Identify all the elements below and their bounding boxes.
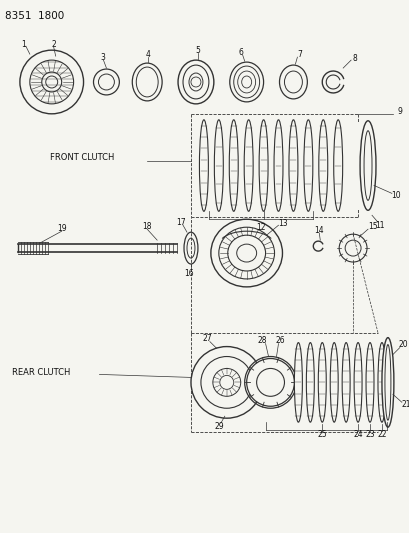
- Ellipse shape: [229, 62, 263, 102]
- Ellipse shape: [363, 131, 371, 200]
- Ellipse shape: [353, 343, 361, 422]
- Circle shape: [256, 368, 284, 397]
- Ellipse shape: [214, 120, 223, 211]
- Circle shape: [212, 368, 240, 397]
- Text: 27: 27: [202, 334, 211, 343]
- Text: REAR CLUTCH: REAR CLUTCH: [12, 368, 70, 377]
- Circle shape: [344, 240, 360, 256]
- Ellipse shape: [237, 71, 255, 93]
- Ellipse shape: [184, 232, 198, 264]
- Ellipse shape: [244, 120, 252, 211]
- Circle shape: [191, 77, 200, 87]
- Text: 12: 12: [255, 223, 265, 232]
- Ellipse shape: [288, 120, 297, 211]
- Text: 1: 1: [21, 39, 26, 49]
- Ellipse shape: [189, 73, 202, 91]
- Ellipse shape: [229, 120, 238, 211]
- Ellipse shape: [187, 238, 195, 258]
- Ellipse shape: [199, 120, 208, 211]
- Ellipse shape: [329, 343, 337, 422]
- Text: 5: 5: [195, 46, 200, 55]
- Text: 8351  1800: 8351 1800: [5, 11, 64, 21]
- Ellipse shape: [284, 71, 302, 93]
- Text: 22: 22: [376, 430, 386, 439]
- Ellipse shape: [233, 66, 259, 98]
- Circle shape: [338, 234, 366, 262]
- Ellipse shape: [342, 343, 349, 422]
- Ellipse shape: [377, 343, 385, 422]
- Text: 13: 13: [278, 219, 288, 228]
- Text: 2: 2: [51, 39, 56, 49]
- Ellipse shape: [182, 65, 208, 99]
- Ellipse shape: [365, 343, 373, 422]
- Text: 15: 15: [367, 222, 377, 231]
- Circle shape: [46, 76, 58, 88]
- Text: 29: 29: [213, 422, 223, 431]
- Text: 17: 17: [176, 218, 185, 227]
- Circle shape: [200, 357, 252, 408]
- Text: 3: 3: [100, 53, 105, 62]
- Text: 28: 28: [257, 336, 267, 345]
- Ellipse shape: [218, 227, 274, 279]
- Text: 25: 25: [317, 430, 326, 439]
- Circle shape: [191, 346, 262, 418]
- Circle shape: [98, 74, 114, 90]
- Ellipse shape: [236, 244, 256, 262]
- Text: 11: 11: [374, 221, 384, 230]
- Text: 4: 4: [146, 50, 150, 59]
- Text: 16: 16: [184, 270, 193, 278]
- Ellipse shape: [317, 343, 326, 422]
- Ellipse shape: [132, 63, 162, 101]
- Ellipse shape: [258, 120, 267, 211]
- Text: 20: 20: [397, 340, 407, 349]
- Ellipse shape: [241, 76, 251, 88]
- Text: FRONT CLUTCH: FRONT CLUTCH: [49, 153, 114, 162]
- Text: 8: 8: [352, 54, 357, 62]
- Circle shape: [219, 375, 233, 389]
- Text: 14: 14: [314, 225, 323, 235]
- Ellipse shape: [381, 337, 393, 427]
- Ellipse shape: [273, 120, 282, 211]
- Ellipse shape: [279, 65, 307, 99]
- Ellipse shape: [227, 235, 265, 271]
- Text: 7: 7: [296, 50, 301, 59]
- Circle shape: [246, 359, 294, 406]
- Ellipse shape: [210, 219, 282, 287]
- Circle shape: [42, 72, 61, 92]
- Circle shape: [20, 50, 83, 114]
- Ellipse shape: [303, 120, 312, 211]
- Text: 9: 9: [396, 107, 401, 116]
- Text: 26: 26: [275, 336, 285, 345]
- Text: 24: 24: [353, 430, 362, 439]
- Ellipse shape: [306, 343, 314, 422]
- Text: 21: 21: [400, 400, 409, 409]
- Text: 6: 6: [238, 47, 243, 56]
- Text: 18: 18: [142, 222, 152, 231]
- Text: 19: 19: [57, 224, 66, 233]
- Ellipse shape: [318, 120, 327, 211]
- Ellipse shape: [384, 344, 390, 420]
- Text: 23: 23: [364, 430, 374, 439]
- Ellipse shape: [359, 121, 375, 211]
- Text: 10: 10: [390, 191, 400, 200]
- Circle shape: [30, 60, 74, 104]
- Ellipse shape: [294, 343, 302, 422]
- Circle shape: [93, 69, 119, 95]
- Ellipse shape: [333, 120, 342, 211]
- Ellipse shape: [178, 60, 213, 104]
- Ellipse shape: [136, 67, 158, 97]
